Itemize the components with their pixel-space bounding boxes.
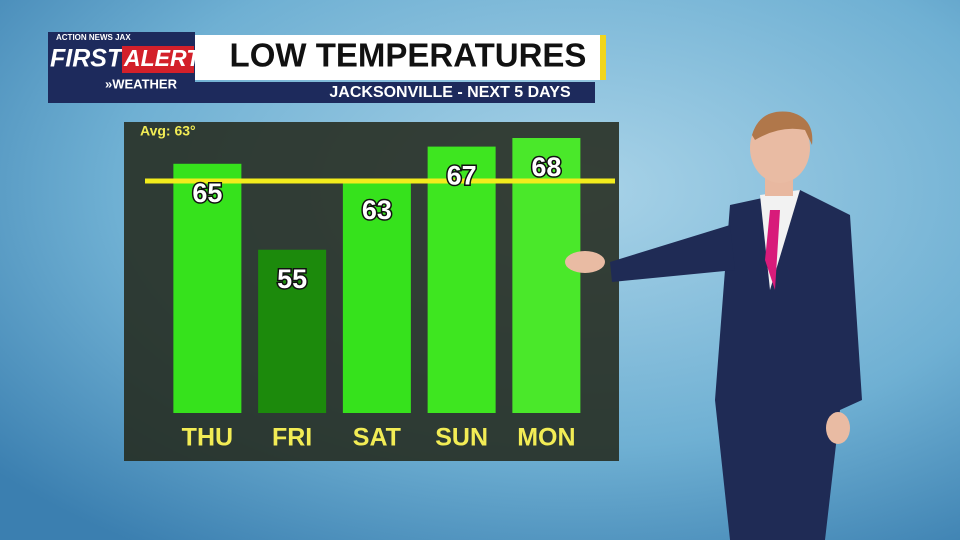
chart-subtitle: JACKSONVILLE - NEXT 5 DAYS [329, 84, 571, 101]
value-label: 68 [531, 152, 561, 182]
logo-alert: ALERT [123, 45, 202, 71]
logo: ACTION NEWS JAX FIRST ALERT »WEATHER [48, 32, 202, 103]
average-label: Avg: 63° [140, 123, 196, 139]
title-banner [195, 35, 605, 80]
alert-box [122, 46, 194, 73]
category-label: FRI [272, 424, 312, 452]
logo-first: FIRST [50, 45, 125, 73]
value-label: 67 [447, 161, 477, 191]
category-label: MON [517, 424, 575, 452]
value-label: 65 [192, 178, 222, 208]
bar [427, 146, 496, 413]
bar [258, 249, 327, 413]
chart-title: LOW TEMPERATURES [230, 37, 587, 74]
category-label: THU [182, 424, 233, 452]
presenter [565, 111, 862, 540]
bar [173, 163, 242, 413]
value-label: 55 [277, 264, 307, 294]
bar [342, 180, 411, 413]
category-label: SUN [435, 424, 488, 452]
network-name: ACTION NEWS JAX [56, 33, 131, 42]
title-accent [600, 35, 606, 80]
category-label: SAT [353, 424, 401, 452]
subtitle-banner [195, 82, 595, 103]
logo-weather: »WEATHER [105, 76, 178, 91]
value-label: 63 [362, 195, 392, 225]
bar [512, 138, 581, 413]
